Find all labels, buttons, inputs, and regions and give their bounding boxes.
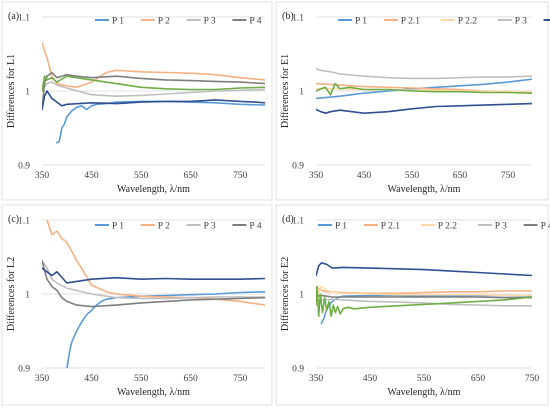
x-axis-title: Wavelength, λ/nm — [117, 387, 190, 398]
y-axis-title: Differences for E2 — [280, 257, 291, 331]
series-line-p-6 — [42, 75, 265, 92]
series-line-p-5 — [316, 102, 532, 114]
series-group — [316, 68, 532, 114]
legend-entry: P 2 — [158, 222, 170, 232]
legend-entry: P 1 — [335, 222, 347, 232]
panel-label: (b) — [282, 11, 294, 22]
y-tick-label: 1.1 — [18, 217, 30, 227]
legend-entry: P 1 — [112, 17, 124, 27]
series-line-p-5 — [42, 267, 265, 284]
legend-entry: P 1 — [355, 17, 367, 27]
x-tick-label: 650 — [471, 374, 486, 384]
legend-entry: P 3 — [204, 222, 216, 232]
legend-entry: P 3 — [515, 17, 527, 27]
series-line-p-3 — [42, 259, 265, 300]
x-tick-label: 350 — [35, 171, 50, 181]
series-line-p-5 — [316, 262, 532, 277]
y-tick-label: 0.9 — [292, 162, 304, 172]
x-tick-label: 450 — [84, 374, 99, 384]
x-tick-label: 550 — [134, 374, 149, 384]
x-axis-title: Wavelength, λ/nm — [388, 184, 461, 195]
x-tick-label: 450 — [84, 171, 99, 181]
y-axis-title: Differences for L1 — [6, 54, 17, 128]
legend-entry: P 4 — [249, 222, 261, 232]
y-tick-label: 0.9 — [18, 365, 30, 375]
x-tick-label: 550 — [134, 171, 149, 181]
series-group — [42, 42, 265, 144]
legend-entry: P 4 — [541, 222, 550, 232]
y-axis-title: Differences for E1 — [280, 54, 291, 128]
x-tick-label: 750 — [233, 171, 248, 181]
legend-entry: P 2 — [158, 17, 170, 27]
series-line-p-3 — [316, 68, 532, 80]
series-group — [316, 262, 532, 325]
x-tick-label: 350 — [35, 374, 50, 384]
series-group — [42, 220, 265, 368]
panel-frame — [1, 204, 273, 406]
x-tick-label: 650 — [453, 171, 468, 181]
legend-entry: P 2.1 — [381, 222, 400, 232]
y-tick-label: 1 — [25, 88, 30, 98]
y-tick-label: 1.1 — [292, 217, 304, 227]
y-tick-label: 1 — [299, 291, 304, 301]
y-tick-label: 0.9 — [292, 365, 304, 375]
panel-label: (a) — [8, 11, 19, 22]
panel-1: 0.9 1 1.1 350 450 550 650 750 Wavelength, λ/nm Di… — [1, 1, 353, 201]
x-tick-label: 750 — [233, 374, 248, 384]
panel-label: (c) — [8, 214, 19, 225]
x-axis-title: Wavelength, λ/nm — [388, 387, 461, 398]
legend-entry: P 2.2 — [438, 222, 457, 232]
x-tick-label: 350 — [309, 171, 324, 181]
y-tick-label: 1 — [25, 291, 30, 301]
series-line-p-1 — [66, 290, 265, 368]
legend-entry: P 2.1 — [401, 17, 420, 27]
y-tick-label: 0.9 — [18, 162, 30, 172]
series-line-p-3 — [42, 81, 265, 97]
series-line-p-4 — [42, 71, 265, 111]
x-tick-label: 750 — [501, 171, 516, 181]
y-axis-title: Differences for L2 — [6, 257, 17, 331]
series-line-p-6 — [316, 285, 532, 318]
x-tick-label: 550 — [405, 171, 420, 181]
panel-label: (d) — [282, 214, 294, 225]
legend: P 1P 2.1P 2.2P 3P 4P 5P 6 — [318, 222, 550, 232]
panel-2: 0.9 1 1.1 350 450 550 650 750 Wavelength, λ/nm Di… — [275, 1, 550, 201]
series-line-p-2-2 — [316, 285, 532, 299]
legend-entry: P 4 — [249, 17, 261, 27]
x-tick-label: 350 — [309, 374, 324, 384]
series-line-p-2-1 — [316, 285, 532, 295]
x-tick-label: 650 — [184, 171, 199, 181]
x-tick-label: 650 — [184, 374, 199, 384]
y-tick-label: 1.1 — [292, 14, 304, 24]
x-tick-label: 750 — [525, 374, 540, 384]
series-line-p-6 — [316, 82, 532, 96]
series-line-p-4 — [316, 294, 532, 299]
panel-4: 0.9 1 1.1 350 450 550 650 750 Wavelength, λ/nm Di… — [275, 204, 550, 406]
x-tick-label: 450 — [363, 374, 378, 384]
x-tick-label: 450 — [357, 171, 372, 181]
panel-3: 0.9 1 1.1 350 450 550 650 750 Wavelength, λ/nm Di… — [1, 204, 308, 406]
legend: P 1P 2.1P 2.2P 3P 5P 6 — [338, 17, 550, 27]
series-line-p-2-2 — [316, 88, 532, 93]
x-tick-label: 550 — [417, 374, 432, 384]
x-axis-title: Wavelength, λ/nm — [117, 184, 190, 195]
legend-entry: P 3 — [204, 17, 216, 27]
series-line-p-5 — [42, 90, 265, 111]
legend-entry: P 2.2 — [458, 17, 477, 27]
series-line-p-4 — [42, 259, 265, 308]
series-line-p-3 — [316, 298, 532, 307]
legend-entry: P 3 — [495, 222, 507, 232]
y-tick-label: 1.1 — [18, 14, 30, 24]
legend-entry: P 1 — [112, 222, 124, 232]
panel-frame — [275, 1, 549, 201]
y-tick-label: 1 — [299, 88, 304, 98]
